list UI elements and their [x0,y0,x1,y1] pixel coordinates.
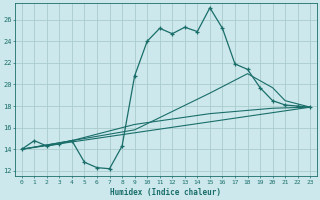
X-axis label: Humidex (Indice chaleur): Humidex (Indice chaleur) [110,188,221,197]
